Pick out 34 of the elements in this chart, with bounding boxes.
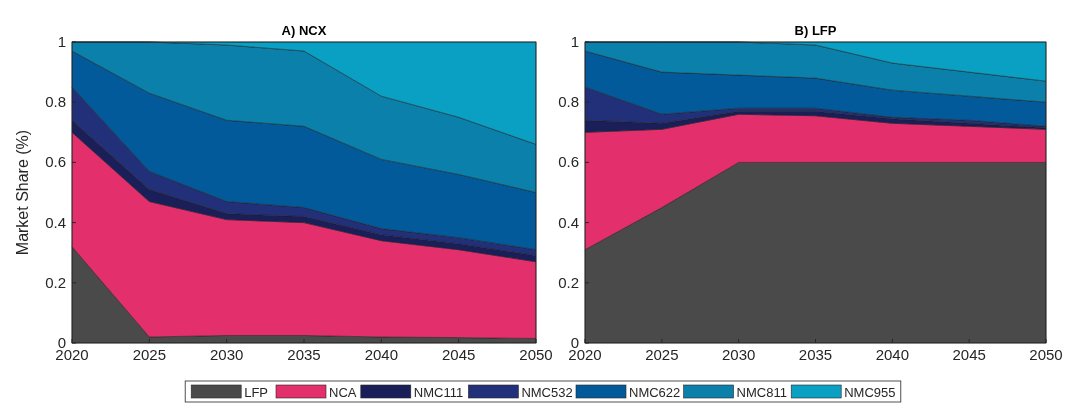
y-tick-label: 0.4 — [558, 213, 579, 231]
y-axis-title: Market Share (%) — [14, 129, 31, 256]
legend-label: NMC811 — [736, 384, 787, 400]
x-tick-label: 2050 — [519, 346, 553, 363]
y-tick-label: 0.4 — [45, 213, 66, 231]
x-tick-label: 2035 — [287, 346, 321, 363]
legend-label: NCA — [329, 384, 357, 400]
x-tick-label: 2025 — [645, 346, 679, 363]
x-tick-label: 2045 — [952, 346, 986, 363]
x-tick-label: 2030 — [721, 346, 756, 363]
x-tick-label: 2035 — [798, 346, 833, 363]
y-tick-label: 0 — [570, 334, 579, 351]
legend-label: LFP — [244, 384, 269, 400]
y-tick-label: 1 — [570, 33, 579, 50]
x-tick-label: 2030 — [209, 346, 244, 363]
legend-label: NMC111 — [413, 384, 464, 400]
chart-title: A) NCX — [281, 23, 327, 38]
y-tick-label: 0.8 — [558, 93, 579, 111]
y-tick-label: 0.6 — [45, 153, 66, 171]
legend-label: NMC622 — [629, 384, 681, 400]
x-tick-label: 2025 — [132, 346, 167, 363]
x-tick-label: 2050 — [1029, 346, 1063, 363]
x-tick-label: 2040 — [875, 346, 910, 363]
chart-title: B) LFP — [794, 23, 837, 38]
y-tick-label: 1 — [57, 33, 66, 50]
legend-label: NMC955 — [844, 384, 896, 400]
y-tick-label: 0.6 — [558, 153, 579, 171]
x-tick-label: 2040 — [364, 346, 399, 363]
y-tick-label: 0.8 — [45, 93, 66, 111]
y-tick-label: 0 — [57, 334, 66, 351]
y-tick-label: 0.2 — [558, 273, 579, 291]
y-tick-label: 0.2 — [45, 273, 66, 291]
legend-label: NMC532 — [521, 384, 573, 400]
x-tick-label: 2045 — [441, 346, 476, 363]
